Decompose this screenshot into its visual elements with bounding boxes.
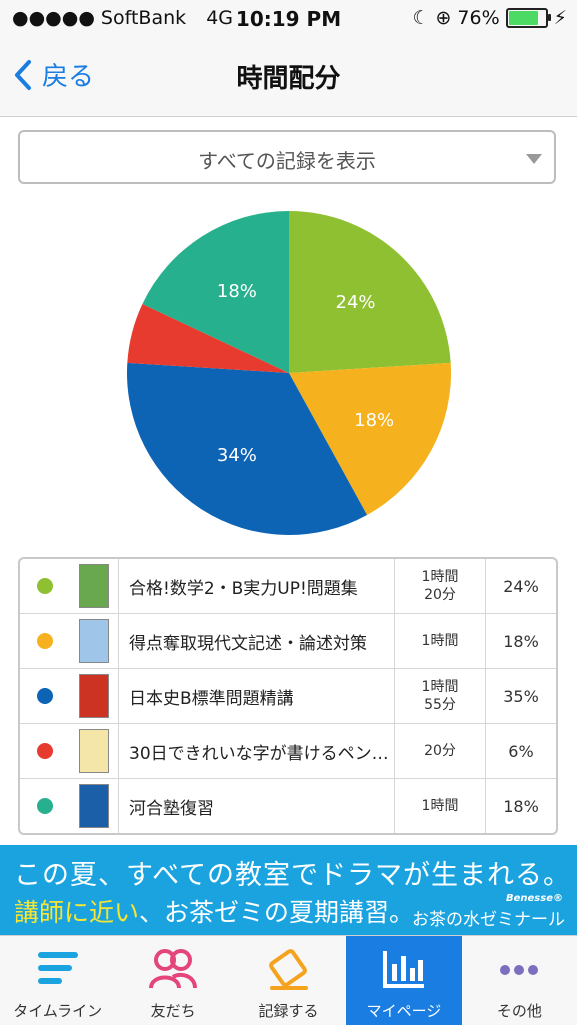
dropdown-arrow-icon [526, 154, 542, 164]
record-name: 30日できれいな字が書けるペン字練習帳 [129, 743, 394, 764]
record-name-cell: 合格!数学2・B実力UP!問題集 [119, 559, 395, 613]
record-time: 1時間 [395, 779, 486, 833]
record-filter-select[interactable]: すべての記録を表示 [18, 130, 556, 184]
network-label: 4G [206, 7, 234, 29]
thumbnail-cell [70, 669, 119, 723]
back-button[interactable]: 戻る [14, 56, 94, 93]
color-dot-cell [20, 669, 70, 723]
filter-selected-value: すべての記録を表示 [198, 149, 376, 173]
color-dot-cell [20, 614, 70, 668]
tab-record-label: 記録する [258, 1002, 319, 1020]
carrier-label: ●●●●● SoftBank [12, 7, 187, 29]
pie-slice-label-1: 18% [354, 410, 394, 431]
rotation-lock-icon: ⊕ [435, 7, 452, 29]
record-percent: 18% [503, 631, 539, 651]
table-row[interactable]: 河合塾復習 1時間 18% [20, 778, 556, 833]
color-dot [37, 578, 53, 594]
carrier-network: ●●●●● SoftBank 4G [12, 7, 233, 29]
record-time: 1時間 20分 [395, 559, 486, 613]
record-time: 1時間 55分 [395, 669, 486, 723]
pie-slice-label-2: 34% [217, 445, 257, 466]
book-thumbnail [79, 784, 109, 828]
record-percent: 18% [503, 796, 539, 816]
tab-mypage-label: マイページ [366, 1002, 442, 1020]
thumbnail-cell [70, 724, 119, 778]
tab-record[interactable]: 記録する [231, 936, 346, 1025]
moon-icon: ☾ [412, 7, 430, 29]
ad-banner[interactable]: この夏、すべての教室でドラマが生まれる。 講師に近い、お茶ゼミの夏期講習。 Be… [0, 845, 577, 935]
timeline-icon [37, 952, 78, 984]
navigation-bar: 戻る 時間配分 [0, 38, 577, 117]
banner-highlight: 講師に近い [14, 898, 140, 927]
pie-slice-0 [289, 211, 451, 373]
pie-slice-2 [127, 362, 368, 535]
tab-friends-label: 友だち [150, 1002, 196, 1020]
banner-subline-rest: 、お茶ゼミの夏期講習。 [139, 898, 415, 927]
color-dot [37, 743, 53, 759]
time-distribution-pie-chart: 24% 18% 34% 18% [126, 210, 452, 536]
status-bar: ●●●●● SoftBank 4G 10:19 PM ☾ ⊕ 76% ⚡ [0, 0, 577, 38]
friends-icon [149, 949, 198, 989]
chevron-left-icon [15, 59, 31, 90]
records-table: 合格!数学2・B実力UP!問題集 1時間 20分 24% 得点奪取現代文記述・論述対策… [18, 557, 558, 835]
record-icon [268, 949, 308, 990]
table-row[interactable]: 合格!数学2・B実力UP!問題集 1時間 20分 24% [20, 559, 556, 613]
thumbnail-cell [70, 559, 119, 613]
banner-brand-small: Benesse® [506, 893, 563, 904]
record-name: 日本史B標準問題精講 [129, 688, 294, 709]
pie-slice-4 [142, 211, 289, 373]
color-dot [37, 798, 53, 814]
mypage-chart-icon [382, 951, 424, 988]
tab-more[interactable]: その他 [462, 936, 577, 1025]
battery-level [508, 11, 538, 25]
color-dot-cell [20, 779, 70, 833]
color-dot [37, 633, 53, 649]
tab-timeline-label: タイムライン [13, 1002, 103, 1020]
charging-icon: ⚡ [553, 7, 567, 29]
table-row[interactable]: 得点奪取現代文記述・論述対策 1時間 18% [20, 613, 556, 668]
status-right: ☾ ⊕ 76% ⚡ [412, 7, 567, 29]
pie-slice-3 [127, 304, 289, 373]
book-thumbnail [79, 619, 109, 663]
record-name-cell: 30日できれいな字が書けるペン字練習帳 [119, 724, 395, 778]
book-thumbnail [79, 729, 109, 773]
record-name-cell: 日本史B標準問題精講 [119, 669, 395, 723]
record-name-cell: 河合塾復習 [119, 779, 395, 833]
record-name: 合格!数学2・B実力UP!問題集 [129, 578, 358, 599]
record-time: 1時間 [395, 614, 486, 668]
record-percent: 35% [503, 686, 539, 706]
record-percent: 6% [508, 741, 534, 761]
record-name: 得点奪取現代文記述・論述対策 [129, 633, 367, 654]
battery-icon [505, 8, 551, 28]
table-row[interactable]: 日本史B標準問題精講 1時間 55分 35% [20, 668, 556, 723]
thumbnail-cell [70, 614, 119, 668]
battery-percent: 76% [457, 7, 500, 29]
color-dot-cell [20, 559, 70, 613]
tab-mypage[interactable]: マイページ [346, 936, 462, 1025]
color-dot-cell [20, 724, 70, 778]
banner-headline: この夏、すべての教室でドラマが生まれる。 [14, 860, 572, 891]
more-icon [500, 965, 539, 975]
pie-svg: 24% 18% 34% 18% [127, 211, 451, 535]
banner-brand: お茶の水ゼミナール [412, 910, 565, 930]
table-row[interactable]: 30日できれいな字が書けるペン字練習帳20分 6% [20, 723, 556, 778]
record-percent: 24% [503, 576, 539, 596]
tab-bar: タイムライン 友だち 記録する マイページ [0, 935, 577, 1025]
tab-more-label: その他 [496, 1002, 542, 1020]
book-thumbnail [79, 564, 109, 608]
record-name: 河合塾復習 [129, 798, 214, 819]
thumbnail-cell [70, 779, 119, 833]
color-dot [37, 688, 53, 704]
pie-slice-label-4: 18% [217, 281, 257, 302]
banner-subline: 講師に近い、お茶ゼミの夏期講習。 [14, 893, 414, 929]
pie-slice-1 [289, 362, 451, 515]
tab-timeline[interactable]: タイムライン [0, 936, 115, 1025]
record-name-cell: 得点奪取現代文記述・論述対策 [119, 614, 395, 668]
record-time: 20分 [395, 724, 486, 778]
book-thumbnail [79, 674, 109, 718]
pie-slice-label-0: 24% [336, 292, 376, 313]
tab-friends[interactable]: 友だち [115, 936, 230, 1025]
back-label: 戻る [42, 62, 95, 92]
